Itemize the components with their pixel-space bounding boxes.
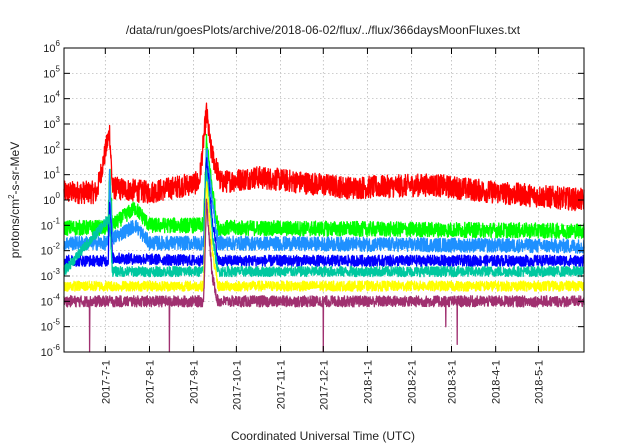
x-tick-label: 2017-8-1 [144, 360, 156, 404]
y-tick-base: 10 [43, 195, 55, 207]
y-tick-exp: 5 [56, 64, 61, 73]
y-tick-label: 10-4 [41, 292, 61, 308]
x-tick-label: 2018-3-1 [447, 360, 459, 404]
y-tick-base: 10 [43, 119, 55, 131]
y-tick-exp: -2 [53, 242, 61, 251]
y-tick-exp: -6 [53, 343, 61, 352]
y-tick-label: 103 [43, 115, 60, 131]
x-tick-label: 2017-9-1 [189, 360, 201, 404]
y-tick-base: 10 [41, 347, 53, 359]
y-tick-label: 10-5 [41, 318, 61, 334]
x-tick-label: 2017-10-1 [231, 360, 243, 410]
x-tick-label: 2018-1-1 [362, 360, 374, 404]
y-axis-label-base: protons/cm [8, 199, 22, 258]
y-tick-label: 105 [43, 64, 60, 80]
series-line-4 [63, 157, 585, 267]
y-tick-base: 10 [41, 246, 53, 258]
y-tick-exp: 3 [56, 115, 61, 124]
x-axis-label: Coordinated Universal Time (UTC) [231, 429, 415, 443]
series-line-3 [63, 147, 585, 254]
y-tick-base: 10 [41, 296, 53, 308]
y-tick-base: 10 [43, 68, 55, 80]
y-tick-exp: 2 [56, 140, 61, 149]
x-tick-label: 2018-4-1 [491, 360, 503, 404]
y-tick-label: 106 [43, 39, 60, 55]
series-line-1 [63, 102, 585, 212]
y-tick-label: 10-3 [41, 267, 61, 283]
plot-area [63, 102, 585, 353]
y-tick-exp: -1 [53, 216, 61, 225]
y-tick-base: 10 [43, 144, 55, 156]
y-tick-exp: 0 [56, 191, 61, 200]
y-tick-base: 10 [41, 220, 53, 232]
series-line-6 [63, 181, 585, 292]
y-tick-base: 10 [41, 322, 53, 334]
y-tick-label: 10-1 [41, 216, 61, 232]
y-tick-label: 102 [43, 140, 60, 156]
y-tick-label: 100 [43, 191, 60, 207]
y-tick-label: 10-2 [41, 242, 61, 258]
y-tick-base: 10 [43, 94, 55, 106]
x-tick-label: 2017-11-1 [276, 360, 288, 409]
y-tick-label: 101 [43, 166, 60, 182]
x-tick-label: 2018-5-1 [533, 360, 545, 404]
y-tick-exp: 6 [56, 39, 61, 48]
y-axis-ticks: 10-610-510-410-310-210-11001011021031041… [41, 39, 584, 359]
y-tick-exp: -5 [53, 318, 61, 327]
y-axis-label: protons/cm2-s-sr-MeV [7, 142, 22, 258]
y-tick-label: 104 [43, 90, 60, 106]
x-tick-label: 2018-2-1 [407, 360, 419, 404]
series-line-5 [63, 169, 585, 278]
series-line-7 [63, 198, 585, 353]
y-tick-exp: 1 [56, 166, 61, 175]
y-tick-base: 10 [41, 271, 53, 283]
x-tick-label: 2017-7-1 [100, 360, 112, 404]
series-line-2 [63, 133, 585, 240]
y-tick-exp: -3 [53, 267, 61, 276]
y-axis-label-sup: 2 [7, 194, 16, 199]
y-tick-exp: -4 [53, 292, 61, 301]
chart-title: /data/run/goesPlots/archive/2018-06-02/f… [126, 23, 521, 37]
y-axis-label-rest: -s-sr-MeV [8, 142, 22, 195]
y-tick-base: 10 [43, 170, 55, 182]
x-axis-ticks: 2017-7-1 2017-8-1 2017-9-1 2017-10-1 2017-11… [100, 48, 545, 410]
x-tick-label: 2017-12-1 [318, 360, 330, 410]
y-tick-exp: 4 [56, 90, 61, 99]
y-tick-label: 10-6 [41, 343, 61, 359]
y-tick-base: 10 [43, 43, 55, 55]
